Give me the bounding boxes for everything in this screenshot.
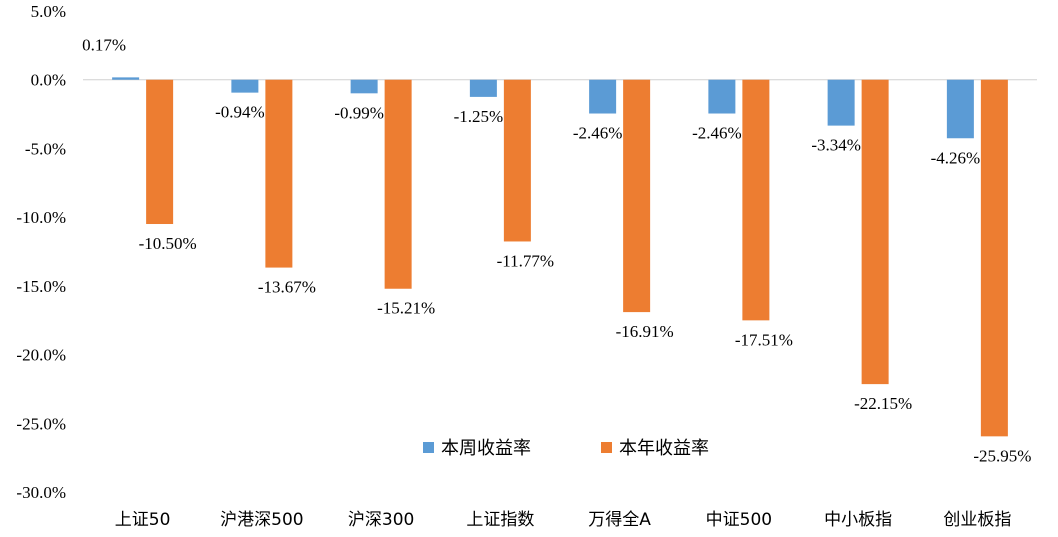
y-tick-label: 0.0% [31,71,66,90]
legend-ytd-label: 本年收益率 [619,438,709,459]
legend-weekly-label: 本周收益率 [441,438,531,459]
weekly-return-label: -3.34% [811,136,861,155]
x-category-label: 创业板指 [943,510,1011,530]
ytd-return-bar [861,79,889,385]
ytd-return-bar [980,79,1008,437]
legend-ytd-swatch [601,442,612,453]
ytd-return-label: -10.50% [139,234,197,253]
legend: 本周收益率 本年收益率 [423,438,709,459]
ytd-return-label: -13.67% [258,278,316,297]
ytd-return-bar [265,79,293,268]
x-category-label: 中证500 [706,510,772,530]
ytd-return-label: -16.91% [616,322,674,341]
y-tick-label: -15.0% [16,277,66,296]
weekly-return-bar [231,79,259,93]
y-tick-label: 5.0% [31,2,66,21]
y-tick-label: -10.0% [16,208,66,227]
ytd-return-bar [146,79,174,225]
ytd-return-label: -22.15% [854,394,912,413]
data-labels: 0.17% -10.50% -0.94% -13.67% -0.99% -15.21% -1… [82,35,1031,465]
weekly-return-bar [589,79,617,114]
x-category-label: 沪深300 [348,510,414,530]
y-tick-label: -25.0% [16,414,66,433]
y-tick-label: -5.0% [25,139,66,158]
weekly-return-label: -4.26% [931,148,981,167]
ytd-return-bar [503,79,531,242]
weekly-return-label: -2.46% [573,124,623,143]
weekly-return-bar [112,77,140,80]
weekly-return-bar [350,79,378,94]
ytd-return-bar [623,79,651,313]
x-axis: 上证50 沪港深500 沪深300 上证指数 万得全A 中证500 中小板指 创业板指 [115,510,1012,530]
weekly-return-label: -2.46% [692,124,742,143]
x-category-label: 中小板指 [824,510,892,530]
y-tick-label: -20.0% [16,346,66,365]
x-category-label: 上证50 [115,510,171,530]
x-category-label: 上证指数 [466,510,534,530]
y-axis: 5.0% 0.0% -5.0% -10.0% -15.0% -20.0% -25.0% -30… [16,2,66,502]
x-category-label: 沪港深500 [220,510,303,530]
y-tick-label: -30.0% [16,483,66,502]
weekly-return-bar [827,79,855,126]
legend-weekly-swatch [423,442,434,453]
ytd-return-label: -15.21% [377,299,435,318]
weekly-return-bar [469,79,497,97]
ytd-return-label: -25.95% [973,446,1031,465]
ytd-return-bar [742,79,770,321]
bars [112,77,1008,437]
weekly-return-label: -0.99% [334,103,384,122]
weekly-return-bar [708,79,736,114]
weekly-return-label: -1.25% [454,107,504,126]
weekly-return-label: -0.94% [215,103,265,122]
weekly-return-bar [946,79,974,139]
ytd-return-label: -17.51% [735,330,793,349]
ytd-return-label: -11.77% [497,251,554,270]
ytd-return-bar [384,79,412,289]
weekly-return-label: 0.17% [82,35,126,54]
x-category-label: 万得全A [588,510,651,530]
